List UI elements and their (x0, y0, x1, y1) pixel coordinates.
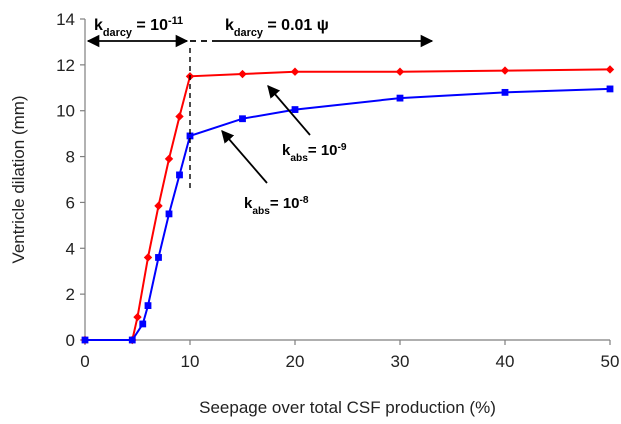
series-2-point (139, 320, 147, 328)
x-tick-label: 20 (286, 352, 305, 371)
series-1-point (605, 65, 615, 74)
series-2-point (501, 88, 509, 96)
series-2-point (81, 336, 89, 344)
series-2-point (186, 132, 194, 140)
pointer-arrow-kabs-lower (221, 130, 268, 184)
x-tick-label: 0 (80, 352, 89, 371)
y-axis-title: Ventricle dilation (mm) (9, 95, 28, 263)
series-1-point (154, 201, 163, 211)
pointer-arrow-kabs-upper (267, 85, 311, 136)
x-axis-title: Seepage over total CSF production (%) (199, 398, 496, 417)
series-2-point (606, 85, 614, 93)
y-tick-label: 0 (66, 331, 75, 350)
series-1-point (164, 154, 174, 164)
annotation-kdarcy-left: kdarcy = 10-11 (94, 15, 183, 39)
y-tick-label: 10 (56, 102, 75, 121)
x-tick-label: 30 (391, 352, 410, 371)
series-2-point (144, 302, 152, 310)
series-1-point (500, 66, 510, 75)
y-tick-label: 14 (56, 10, 75, 29)
series-line-2 (85, 87, 611, 341)
series-1-point (290, 67, 300, 76)
y-tick-label: 6 (66, 193, 75, 212)
series-1-point (133, 312, 142, 322)
x-tick-label: 10 (181, 352, 200, 371)
series-1-point (238, 69, 247, 79)
series-1-point (175, 112, 184, 121)
series-2-point (165, 210, 173, 218)
y-tick-label: 4 (66, 239, 75, 258)
y-tick-label: 8 (66, 148, 75, 167)
series-2-point (239, 115, 246, 123)
series-2-point (155, 254, 162, 261)
series-1-point (395, 67, 405, 76)
annotation-kabs-lower: kabs= 10-8 (244, 195, 309, 217)
annotation-layer: kdarcy = 10-11 kdarcy = 0.01 ψ kabs= 10-9 k… (86, 15, 434, 217)
annotation-kdarcy-right: kdarcy = 0.01 ψ (225, 17, 329, 39)
x-tick-label: 40 (496, 352, 515, 371)
axes: 0 2 4 6 8 10 12 14 0 10 20 30 40 50 Seepage over total… (9, 10, 619, 417)
y-tick-label: 12 (56, 56, 75, 75)
y-tick-label: 2 (66, 285, 75, 304)
series-2-point (291, 106, 299, 113)
series-1-point (143, 253, 153, 262)
series-line-1 (85, 68, 611, 341)
series-2-point (396, 94, 404, 102)
x-tick-label: 50 (601, 352, 620, 371)
annotation-kabs-upper: kabs= 10-9 (282, 142, 347, 164)
series-2-point (176, 171, 183, 179)
series-layer (80, 65, 615, 345)
series-2-point (128, 336, 136, 344)
